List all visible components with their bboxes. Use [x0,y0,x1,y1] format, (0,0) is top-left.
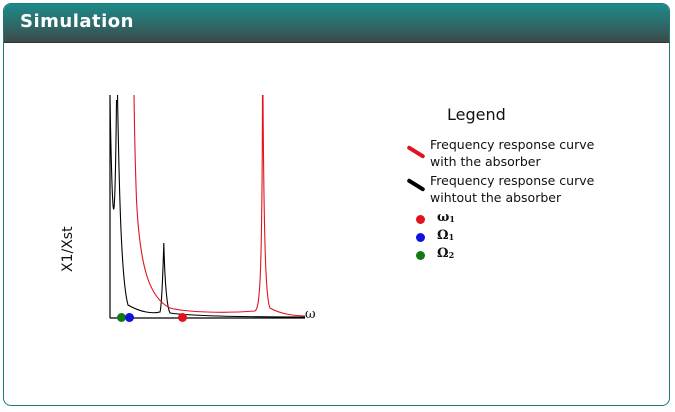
panel-header: Simulation [4,4,669,43]
series-with-absorber [133,94,306,317]
series-without-absorber [109,94,306,318]
panel-title: Simulation [20,11,134,32]
